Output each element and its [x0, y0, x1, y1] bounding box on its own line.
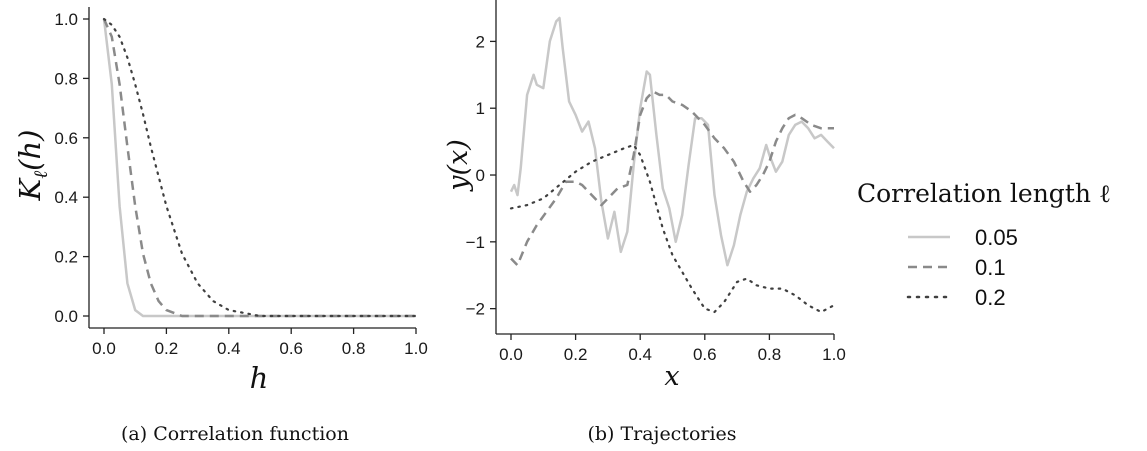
panel-a-series-0.2	[102, 17, 418, 318]
panel-b-series-0.05	[509, 16, 835, 267]
panel-a-x-tick-label: 0.2	[155, 339, 179, 358]
y-axis-label-y: y(x)	[443, 139, 474, 192]
panel-b-x-tick-label: 0.4	[628, 345, 652, 364]
panel-a-y-tick-label: 0.2	[54, 248, 78, 267]
panel-a-x-tick-label: 0.0	[92, 339, 116, 358]
panel-a-series-0.1	[102, 18, 416, 318]
panel-b-y-tick-label: 2	[476, 32, 485, 51]
legend-label-0.1: 0.1	[975, 255, 1006, 280]
panel-a-x-tick-label: 1.0	[404, 339, 428, 358]
panel-a-x-tick-label: 0.4	[217, 339, 241, 358]
caption-a: (a) Correlation function	[121, 423, 349, 445]
panel-b-y-axis-label: y(x)	[443, 139, 474, 192]
panel-b-x-tick-label: 1.0	[822, 345, 846, 364]
panel-a-y-tick-label: 0.8	[54, 69, 78, 88]
panel-a-y-tick-label: 0.0	[54, 307, 78, 326]
panel-b-x-tick-label: 0.0	[499, 345, 523, 364]
panel-b-y-tick-label: 0	[476, 166, 485, 185]
panel-a-x-tick-label: 0.8	[342, 339, 366, 358]
panel-a-series-0.05	[102, 18, 416, 318]
legend-label-0.2: 0.2	[975, 285, 1006, 310]
y-axis-label-k: Kℓ(h)	[13, 130, 52, 202]
panel-a-y-axis-label: Kℓ(h)	[13, 130, 52, 202]
caption-b: (b) Trajectories	[587, 423, 736, 445]
panel-b-x-tick-label: 0.6	[693, 345, 717, 364]
panel-b-y-tick-label: −1	[466, 233, 485, 252]
panel-b-y-tick-label: −2	[466, 300, 485, 319]
panel-trajectories: 0.0 0.2 0.4 0.6 0.8 1.0 −2 −1 0 1 2	[466, 0, 846, 364]
panel-b-x-axis-label: x	[664, 361, 679, 392]
legend: Correlation length ℓ 0.05 0.1 0.2	[857, 179, 1111, 310]
panel-b-x-tick-label: 0.8	[758, 345, 782, 364]
legend-title: Correlation length ℓ	[857, 179, 1111, 208]
panel-b-series-0.1	[510, 90, 834, 267]
panel-b-x-tick-label: 0.2	[564, 345, 588, 364]
panel-a-y-tick-label: 1.0	[54, 10, 78, 29]
panel-a-x-axis-label: h	[250, 361, 269, 395]
panel-b-series-0.2	[509, 143, 836, 314]
panel-a-x-tick-label: 0.6	[279, 339, 303, 358]
panel-correlation-function: 0.0 0.2 0.4 0.6 0.8 1.0 0.0 0.2 0.4 0.6 0.8 1.0	[54, 7, 428, 358]
panel-a-y-tick-label: 0.6	[54, 129, 78, 148]
legend-label-0.05: 0.05	[975, 225, 1018, 250]
panel-b-y-tick-label: 1	[476, 99, 485, 118]
panel-a-y-tick-label: 0.4	[54, 188, 78, 207]
